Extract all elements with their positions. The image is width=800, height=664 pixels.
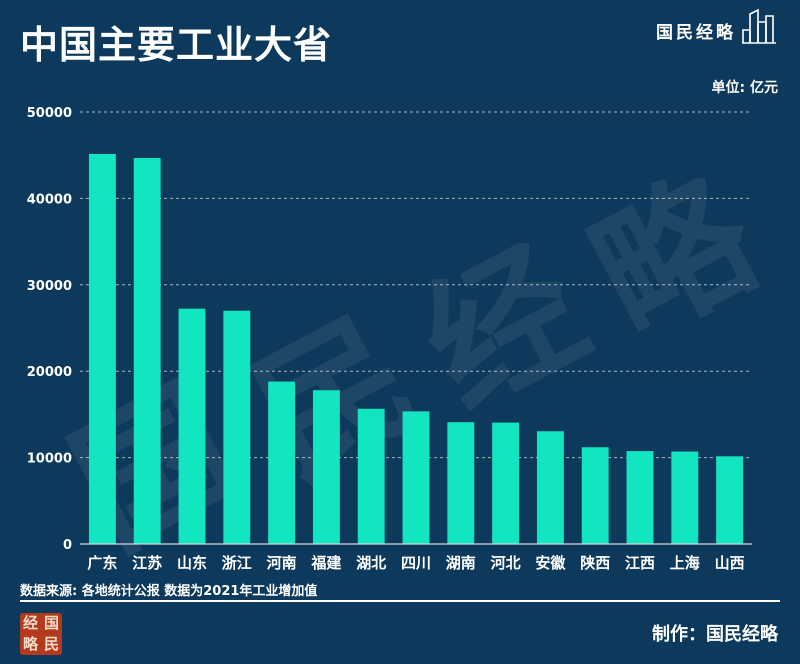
x-tick-label: 湖北 — [356, 554, 386, 572]
x-tick-label: 安徽 — [535, 554, 566, 572]
y-tick-label: 10000 — [27, 452, 72, 467]
credit-label: 制作：国民经略 — [652, 624, 778, 645]
y-tick-label: 50000 — [27, 106, 72, 121]
unit-label: 单位: 亿元 — [711, 80, 778, 96]
x-tick-label: 江苏 — [132, 554, 162, 572]
brand-seal: 经 国 略 民 — [20, 613, 62, 655]
bar — [581, 447, 609, 544]
bar — [88, 153, 116, 544]
x-tick-label: 陕西 — [580, 554, 610, 572]
bars — [88, 153, 744, 544]
bar — [492, 422, 520, 544]
seal-char: 国 — [43, 614, 59, 632]
bar — [626, 451, 654, 544]
y-tick-label: 30000 — [27, 279, 72, 294]
x-tick-label: 江西 — [625, 554, 655, 572]
bar — [447, 422, 475, 544]
x-tick-label: 湖南 — [446, 554, 476, 572]
y-tick-label: 20000 — [27, 365, 72, 380]
bar — [133, 158, 161, 544]
seal-char: 略 — [22, 635, 38, 653]
bar — [223, 310, 251, 544]
x-tick-label: 浙江 — [222, 554, 252, 572]
y-tick-label: 40000 — [27, 192, 72, 207]
bar — [716, 456, 744, 544]
bar — [178, 308, 206, 544]
bar — [536, 431, 564, 544]
bar — [312, 390, 340, 544]
brand-name: 国民经略 — [656, 22, 736, 43]
x-tick-label: 广东 — [87, 554, 117, 572]
seal-char: 经 — [22, 614, 38, 632]
bar — [357, 408, 385, 544]
x-tick-labels: 广东 江苏 山东 浙江 河南 福建 湖北 四川 湖南 河北 安徽 陕西 江西 上海 山西 — [87, 554, 744, 572]
y-tick-labels: 0 10000 20000 30000 40000 50000 — [27, 106, 72, 553]
x-tick-label: 上海 — [670, 554, 700, 572]
brand-logo: 国民经略 — [656, 8, 776, 44]
bar — [402, 411, 430, 544]
bar — [671, 451, 699, 544]
x-tick-label: 福建 — [310, 554, 342, 572]
seal-char: 民 — [43, 635, 59, 653]
divider — [20, 600, 780, 602]
x-tick-label: 河北 — [491, 554, 521, 572]
page-title: 中国主要工业大省 — [20, 23, 333, 67]
x-tick-label: 山西 — [715, 554, 745, 572]
bar — [268, 381, 296, 544]
y-tick-label: 0 — [63, 538, 72, 553]
x-tick-label: 山东 — [177, 554, 207, 572]
source-note: 数据来源: 各地统计公报 数据为2021年工业增加值 — [20, 584, 318, 599]
x-tick-label: 四川 — [401, 554, 431, 572]
skyline-icon — [742, 8, 776, 44]
x-tick-label: 河南 — [267, 554, 297, 572]
